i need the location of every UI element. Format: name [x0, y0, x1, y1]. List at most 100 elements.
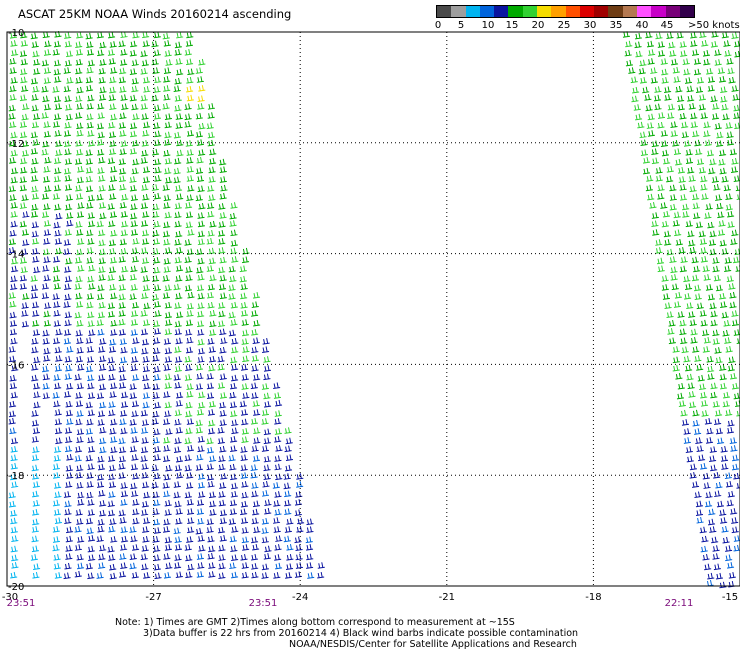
wind-barb	[86, 103, 94, 110]
wind-barb	[285, 454, 294, 461]
wind-barb	[274, 436, 282, 443]
wind-barb	[53, 454, 61, 462]
wind-barb	[164, 509, 172, 516]
wind-barb	[175, 275, 183, 282]
wind-barb	[197, 212, 205, 219]
wind-barb	[219, 419, 227, 427]
wind-barb	[735, 184, 740, 192]
wind-barb	[196, 571, 204, 578]
wind-barb	[672, 364, 680, 372]
wind-barb	[714, 59, 722, 66]
wind-barb	[10, 275, 18, 283]
wind-barb	[716, 500, 725, 508]
wind-barb	[107, 356, 115, 364]
wind-barb	[700, 247, 708, 254]
wind-barb	[242, 247, 250, 255]
wind-barb	[186, 149, 194, 156]
wind-barb	[733, 329, 740, 336]
wind-barb	[109, 283, 117, 291]
wind-barb	[661, 220, 669, 228]
wind-barb	[647, 130, 655, 137]
wind-barb	[119, 338, 127, 345]
wind-barb	[129, 184, 138, 192]
wind-barb	[230, 356, 238, 364]
wind-barb	[655, 239, 663, 246]
wind-barb	[21, 302, 29, 309]
wind-barb	[163, 436, 171, 444]
wind-barb	[699, 383, 707, 391]
wind-barb	[723, 319, 731, 327]
wind-barb	[273, 392, 282, 399]
wind-barb	[97, 102, 105, 110]
wind-barb	[707, 572, 715, 580]
wind-barb	[86, 292, 94, 300]
wind-barb	[141, 563, 149, 571]
wind-barb	[162, 32, 170, 40]
wind-barb	[110, 418, 118, 426]
wind-barb	[230, 482, 239, 490]
wind-barb	[667, 328, 675, 335]
wind-barb	[229, 508, 237, 515]
wind-barb	[209, 320, 217, 328]
wind-barb	[673, 211, 681, 219]
wind-barb	[175, 230, 183, 238]
wind-barb	[688, 391, 696, 398]
wind-barb	[689, 401, 697, 409]
wind-barb	[120, 94, 128, 101]
wind-barb	[162, 102, 170, 110]
wind-barb	[75, 509, 83, 516]
wind-barb	[53, 221, 61, 229]
wind-barb	[186, 194, 194, 202]
wind-barb	[120, 211, 128, 218]
wind-barb	[33, 58, 41, 66]
wind-barb	[295, 544, 303, 552]
wind-barb	[153, 554, 161, 562]
wind-barb	[55, 140, 63, 147]
wind-barb	[208, 545, 216, 553]
wind-barb	[54, 491, 62, 499]
wind-barb	[119, 374, 127, 381]
wind-barb	[185, 40, 193, 47]
wind-barb	[31, 337, 39, 345]
wind-barb	[676, 31, 684, 39]
wind-barb	[186, 508, 195, 515]
wind-barb	[32, 518, 40, 526]
wind-barb	[251, 329, 259, 336]
wind-barb	[721, 175, 729, 183]
wind-barb	[10, 391, 18, 399]
wind-barb	[76, 482, 84, 489]
wind-barb	[108, 455, 116, 462]
wind-barb	[185, 427, 193, 435]
wind-barb	[230, 410, 238, 417]
wind-barb	[120, 346, 128, 354]
wind-barb	[645, 104, 653, 112]
wind-barb	[218, 572, 226, 580]
wind-barb	[240, 554, 248, 561]
wind-barb	[164, 157, 172, 165]
wind-barb	[736, 482, 740, 489]
wind-barb	[153, 86, 161, 93]
wind-barb	[108, 94, 116, 101]
wind-barb	[196, 508, 204, 515]
wind-barb	[110, 229, 118, 237]
wind-barb	[657, 184, 665, 192]
wind-barb	[9, 194, 17, 201]
wind-barb	[174, 320, 182, 328]
wind-barb	[52, 293, 60, 300]
wind-barb	[684, 77, 693, 84]
wind-barb	[197, 435, 205, 443]
wind-barb	[10, 149, 18, 157]
wind-barb	[143, 302, 151, 310]
wind-barb	[65, 464, 73, 472]
wind-barb	[722, 400, 730, 408]
wind-barb	[707, 293, 716, 301]
wind-barb	[187, 517, 195, 525]
wind-barb	[99, 446, 107, 454]
wind-barb	[705, 437, 714, 444]
wind-barb	[175, 265, 184, 272]
wind-barb	[131, 77, 139, 85]
wind-barb	[672, 139, 680, 147]
wind-barb	[66, 418, 74, 425]
wind-barb	[30, 554, 38, 561]
wind-barb	[197, 292, 205, 300]
